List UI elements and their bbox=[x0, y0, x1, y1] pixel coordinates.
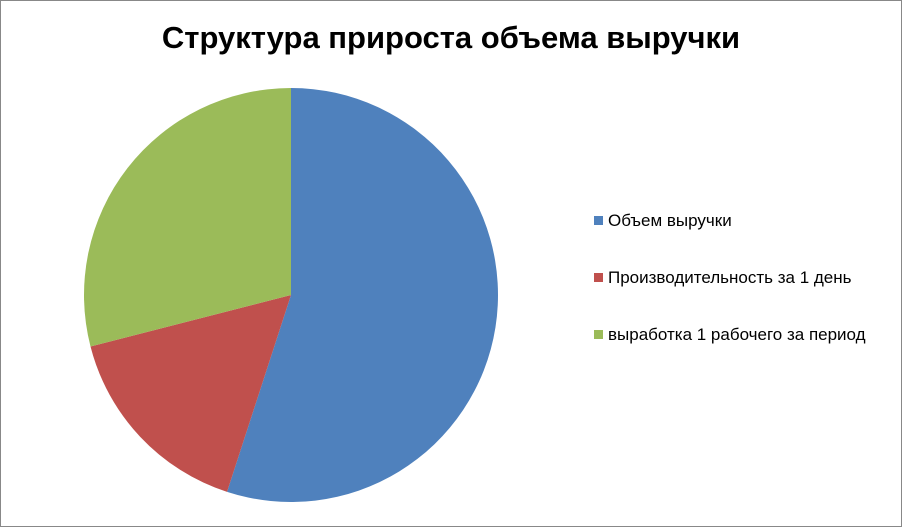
legend-key bbox=[594, 330, 603, 339]
legend-item: Производительность за 1 день bbox=[594, 267, 894, 289]
legend-label: Производительность за 1 день bbox=[608, 268, 852, 287]
pie-slice bbox=[84, 88, 291, 347]
legend-key bbox=[594, 216, 603, 225]
chart-title: Структура прироста объема выручки bbox=[161, 20, 741, 55]
legend-item: выработка 1 рабочего за период bbox=[594, 324, 894, 346]
legend-label: выработка 1 рабочего за период bbox=[608, 325, 866, 344]
pie-slice bbox=[227, 88, 499, 503]
pie-slice bbox=[90, 295, 291, 492]
legend: Объем выручки Производительность за 1 ден… bbox=[594, 210, 894, 381]
legend-item: Объем выручки bbox=[594, 210, 894, 232]
legend-key bbox=[594, 273, 603, 282]
legend-label: Объем выручки bbox=[608, 211, 732, 230]
